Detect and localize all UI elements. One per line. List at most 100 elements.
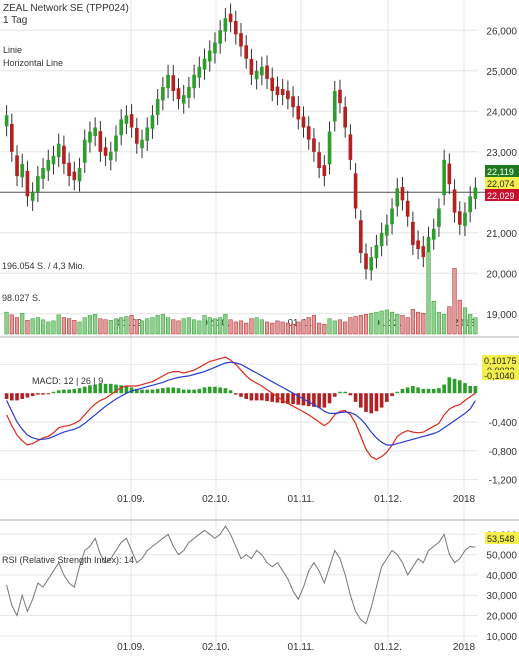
candle-body [62, 145, 66, 164]
volume-bar [139, 320, 145, 335]
candle-body [140, 139, 144, 149]
volume-bar [400, 315, 405, 335]
candle-body [67, 162, 71, 177]
volume-bar [160, 314, 165, 335]
macd-histogram-bar [20, 393, 25, 399]
badge-price-low-text: 22,029 [487, 191, 515, 201]
macd-tick-label: -0,400 [489, 418, 518, 429]
volume-bar [212, 318, 218, 335]
candle-body [124, 115, 129, 124]
candle-body [166, 74, 170, 89]
macd-histogram-bar [244, 393, 249, 399]
candle-body [202, 58, 207, 70]
macd-histogram-bar [358, 393, 363, 408]
volume-bar [228, 319, 233, 335]
macd-label: MACD: 12 | 26 | 9 [32, 376, 103, 386]
volume-bar [343, 321, 348, 335]
price-tick-label: 20,000 [486, 269, 517, 280]
rsi-tick-label: 20,000 [486, 612, 517, 623]
volume-bar [416, 311, 421, 335]
volume-bar [30, 318, 35, 335]
candle-body [218, 30, 222, 44]
candle-body [30, 192, 35, 201]
volume-bar [280, 321, 285, 335]
macd-histogram-bar [155, 388, 160, 394]
candle-body [280, 89, 285, 96]
candle-body [306, 126, 311, 140]
macd-histogram-bar [280, 393, 285, 404]
macd-histogram-bar [249, 393, 254, 401]
macd-histogram-bar [327, 393, 332, 404]
instrument-title: ZEAL Network SE (TPP024) [3, 3, 129, 14]
candle-body [369, 257, 374, 271]
macd-signal-line [6, 361, 476, 446]
volume-bar [254, 317, 259, 335]
candle-body [4, 115, 9, 127]
volume-bar [9, 314, 14, 335]
macd-histogram-bar [468, 386, 473, 394]
macd-histogram-bar [135, 388, 139, 394]
badge-macd-1-text: 0,10175 [484, 356, 517, 366]
volume-bar [348, 317, 353, 335]
candle-body [223, 18, 228, 32]
macd-histogram-bar [129, 387, 134, 394]
volume-bar [108, 320, 113, 335]
macd-histogram-bar [67, 389, 71, 394]
volume-bar [238, 320, 244, 335]
badge-price-mid-text: 22,074 [487, 179, 515, 189]
date-tick-label: 01.12. [374, 642, 402, 653]
candle-body [327, 131, 332, 165]
volume-bar [46, 321, 51, 335]
date-tick-label: 02.10. [202, 494, 230, 505]
date-tick-label: 01.11. [287, 494, 314, 505]
candle-body [411, 221, 415, 245]
volume-bar [389, 311, 395, 335]
macd-histogram-bar [56, 390, 61, 394]
volume-bar [374, 311, 379, 335]
candle-body [390, 208, 394, 225]
volume-bar [72, 320, 77, 335]
volume-bar [317, 322, 322, 335]
price-tick-label: 24,000 [486, 107, 517, 118]
macd-histogram-bar [187, 389, 191, 394]
rsi-tick-label: 50,000 [486, 551, 517, 562]
candle-body [103, 147, 108, 156]
candle-body [463, 212, 467, 226]
candle-body [41, 168, 45, 179]
volume-bar [103, 319, 108, 335]
volume-bar [40, 319, 46, 335]
macd-histogram-bar [30, 393, 35, 397]
price-panel[interactable] [0, 3, 485, 281]
macd-panel[interactable] [4, 356, 478, 461]
volume-bar [301, 319, 306, 335]
price-tick-label: 26,000 [486, 26, 517, 37]
macd-histogram-bar [213, 386, 217, 394]
volume-bar [14, 317, 20, 335]
volume-bar [51, 320, 56, 335]
volume-bar [405, 317, 410, 335]
candle-body [192, 74, 196, 89]
tool-label-line[interactable]: Linie [3, 45, 22, 55]
volume-bar [369, 312, 374, 335]
tool-label-horizontal-line[interactable]: Horizontal Line [3, 58, 63, 68]
macd-histogram-bar [322, 393, 327, 408]
macd-histogram-bar [395, 391, 400, 394]
volume-bar [61, 317, 66, 335]
rsi-panel[interactable] [6, 525, 476, 625]
volume-bar [452, 268, 457, 335]
candle-body [72, 171, 77, 181]
macd-histogram-bar [343, 391, 347, 394]
volume-bar [129, 315, 134, 335]
macd-histogram-bar [431, 388, 436, 394]
volume-bar [223, 314, 228, 335]
volume-bar [270, 322, 275, 335]
candle-body [343, 106, 347, 128]
macd-histogram-bar [473, 386, 478, 394]
macd-histogram-bar [51, 391, 56, 394]
volume-panel [4, 251, 478, 335]
macd-histogram-bar [202, 387, 207, 394]
volume-bar [264, 321, 270, 335]
volume-bar [98, 318, 103, 335]
macd-histogram-bar [15, 393, 19, 401]
badge-macd-3 [482, 370, 519, 380]
